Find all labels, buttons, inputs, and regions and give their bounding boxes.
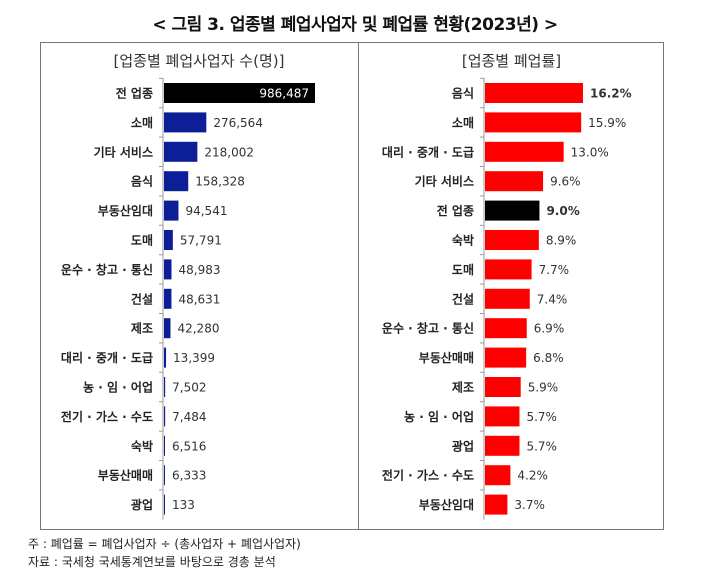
- category-label: 운수 · 창고 · 통신: [382, 321, 474, 336]
- bar: [485, 377, 521, 397]
- bar: [164, 406, 166, 427]
- data-label: 7.4%: [537, 292, 568, 306]
- category-label: 전기 · 가스 · 수도: [61, 409, 153, 424]
- bar: [164, 435, 165, 456]
- bar: [164, 200, 179, 221]
- data-label: 218,002: [204, 145, 254, 159]
- bar: [485, 347, 527, 368]
- bar: [164, 83, 315, 103]
- category-label: 전기 · 가스 · 수도: [382, 468, 474, 483]
- data-label: 9.0%: [546, 204, 579, 218]
- bar: [164, 141, 198, 162]
- data-label: 7,502: [172, 381, 206, 395]
- data-label: 13.0%: [571, 145, 609, 159]
- category-label: 소매: [131, 115, 153, 130]
- panel-divider: [358, 42, 359, 530]
- category-label: 전 업종: [437, 203, 474, 218]
- bar: [164, 318, 171, 339]
- data-label: 6.9%: [534, 322, 565, 336]
- category-label: 숙박: [452, 233, 474, 248]
- bar: [164, 112, 207, 133]
- data-label: 276,564: [213, 116, 263, 130]
- data-label: 6,333: [172, 469, 206, 483]
- data-label: 9.6%: [550, 175, 581, 189]
- bar: [485, 200, 540, 221]
- bar: [164, 377, 166, 397]
- bar: [164, 230, 173, 250]
- data-label: 7.7%: [539, 263, 570, 277]
- bar: [485, 230, 539, 250]
- data-label: 15.9%: [588, 116, 626, 130]
- bar: [485, 406, 520, 427]
- bar: [485, 318, 527, 339]
- bar: [485, 171, 544, 192]
- bar: [164, 288, 172, 309]
- category-label: 대리 · 중개 · 도급: [61, 350, 153, 365]
- data-label: 8.9%: [546, 234, 577, 248]
- data-label: 57,791: [180, 234, 222, 248]
- category-label: 부동산임대: [98, 203, 153, 218]
- bar: [164, 259, 172, 280]
- data-label: 94,541: [185, 204, 227, 218]
- data-label: 5.9%: [528, 381, 559, 395]
- category-label: 건설: [131, 291, 153, 306]
- data-label: 48,983: [178, 263, 220, 277]
- category-label: 건설: [452, 291, 474, 306]
- data-label: 16.2%: [590, 87, 632, 101]
- data-label: 6,516: [172, 439, 206, 453]
- category-label: 기타 서비스: [94, 144, 153, 159]
- data-label: 13,399: [173, 351, 215, 365]
- data-label: 6.8%: [533, 351, 564, 365]
- category-label: 광업: [452, 438, 474, 453]
- category-label: 대리 · 중개 · 도급: [382, 144, 474, 159]
- category-label: 부동산매매: [419, 350, 474, 365]
- category-label: 제조: [131, 322, 153, 336]
- chart-frame: [40, 42, 664, 530]
- category-label: 음식: [131, 174, 153, 189]
- bar: [485, 112, 582, 133]
- bar: [485, 435, 520, 456]
- category-label: 도매: [452, 262, 474, 277]
- bar: [164, 171, 189, 192]
- category-label: 부동산임대: [419, 497, 474, 512]
- category-label: 농 · 임 · 어업: [83, 380, 153, 395]
- category-label: 도매: [131, 233, 153, 248]
- category-label: 전 업종: [116, 86, 153, 101]
- data-label: 3.7%: [514, 498, 545, 512]
- bar: [164, 494, 165, 515]
- category-label: 제조: [452, 381, 474, 395]
- figure-title: < 그림 3. 업종별 폐업사업자 및 폐업률 현황(2023년) >: [152, 15, 558, 35]
- bar: [485, 494, 508, 515]
- right-chart-title: [업종별 폐업률]: [461, 52, 562, 70]
- category-label: 기타 서비스: [415, 174, 474, 189]
- bar: [164, 465, 165, 486]
- bar: [485, 141, 564, 162]
- category-label: 농 · 임 · 어업: [404, 409, 474, 424]
- data-label: 5.7%: [526, 439, 557, 453]
- data-label: 42,280: [177, 322, 219, 336]
- bar: [485, 288, 530, 309]
- bar: [164, 347, 167, 368]
- data-label: 986,487: [259, 87, 309, 101]
- category-label: 숙박: [131, 438, 153, 453]
- bar: [485, 259, 532, 280]
- data-label: 5.7%: [526, 410, 557, 424]
- source-note: 자료 : 국세청 국세통계연보를 바탕으로 경총 분석: [28, 555, 276, 569]
- data-label: 133: [172, 498, 195, 512]
- category-label: 음식: [452, 86, 474, 101]
- category-label: 광업: [131, 497, 153, 512]
- bar: [485, 83, 583, 103]
- data-label: 4.2%: [517, 469, 548, 483]
- category-label: 부동산매매: [98, 468, 153, 483]
- data-label: 48,631: [178, 292, 220, 306]
- category-label: 소매: [452, 115, 474, 130]
- data-label: 7,484: [172, 410, 206, 424]
- data-label: 158,328: [195, 175, 245, 189]
- left-chart-title: [업종별 폐업사업자 수(명)]: [113, 52, 285, 70]
- footnote: 주 : 폐업률 = 폐업사업자 ÷ (총사업자 + 폐업사업자): [28, 537, 301, 551]
- bar: [485, 465, 511, 486]
- category-label: 운수 · 창고 · 통신: [61, 262, 153, 277]
